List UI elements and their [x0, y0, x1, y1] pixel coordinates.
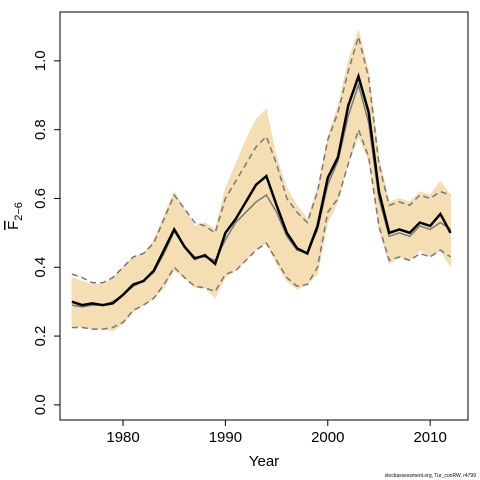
plot-frame [59, 11, 469, 421]
series-line [71, 33, 451, 284]
footnote: stockassessment.org, Tur_conRW, r4799 [385, 473, 477, 479]
plot-area [71, 29, 452, 332]
y-tick-label: 0.4 [32, 257, 49, 278]
confidence-band [245, 119, 257, 262]
confidence-band [347, 29, 359, 165]
confidence-band [266, 108, 277, 264]
confidence-band [296, 204, 308, 291]
y-tick-label: 1.0 [32, 50, 49, 71]
y-axis-label: F2−6 [5, 202, 25, 230]
y-label-sub: 2−6 [13, 202, 25, 221]
series-line [71, 127, 452, 330]
x-tick-label: 2000 [311, 429, 344, 446]
y-label-main: F [5, 221, 22, 230]
x-tick-label: 1990 [209, 429, 242, 446]
y-tick-label: 0.6 [32, 188, 49, 209]
y-label-text: F2−6 [5, 202, 25, 230]
series-line [71, 72, 452, 307]
y-tick-label: 0.2 [32, 326, 49, 347]
x-axis-label: Year [249, 453, 279, 470]
confidence-band [92, 284, 103, 330]
y-tick-label: 0.0 [32, 394, 49, 415]
x-tick-label: 1980 [106, 429, 139, 446]
y-tick-label: 0.8 [32, 119, 49, 140]
x-tick-label: 2010 [413, 429, 446, 446]
